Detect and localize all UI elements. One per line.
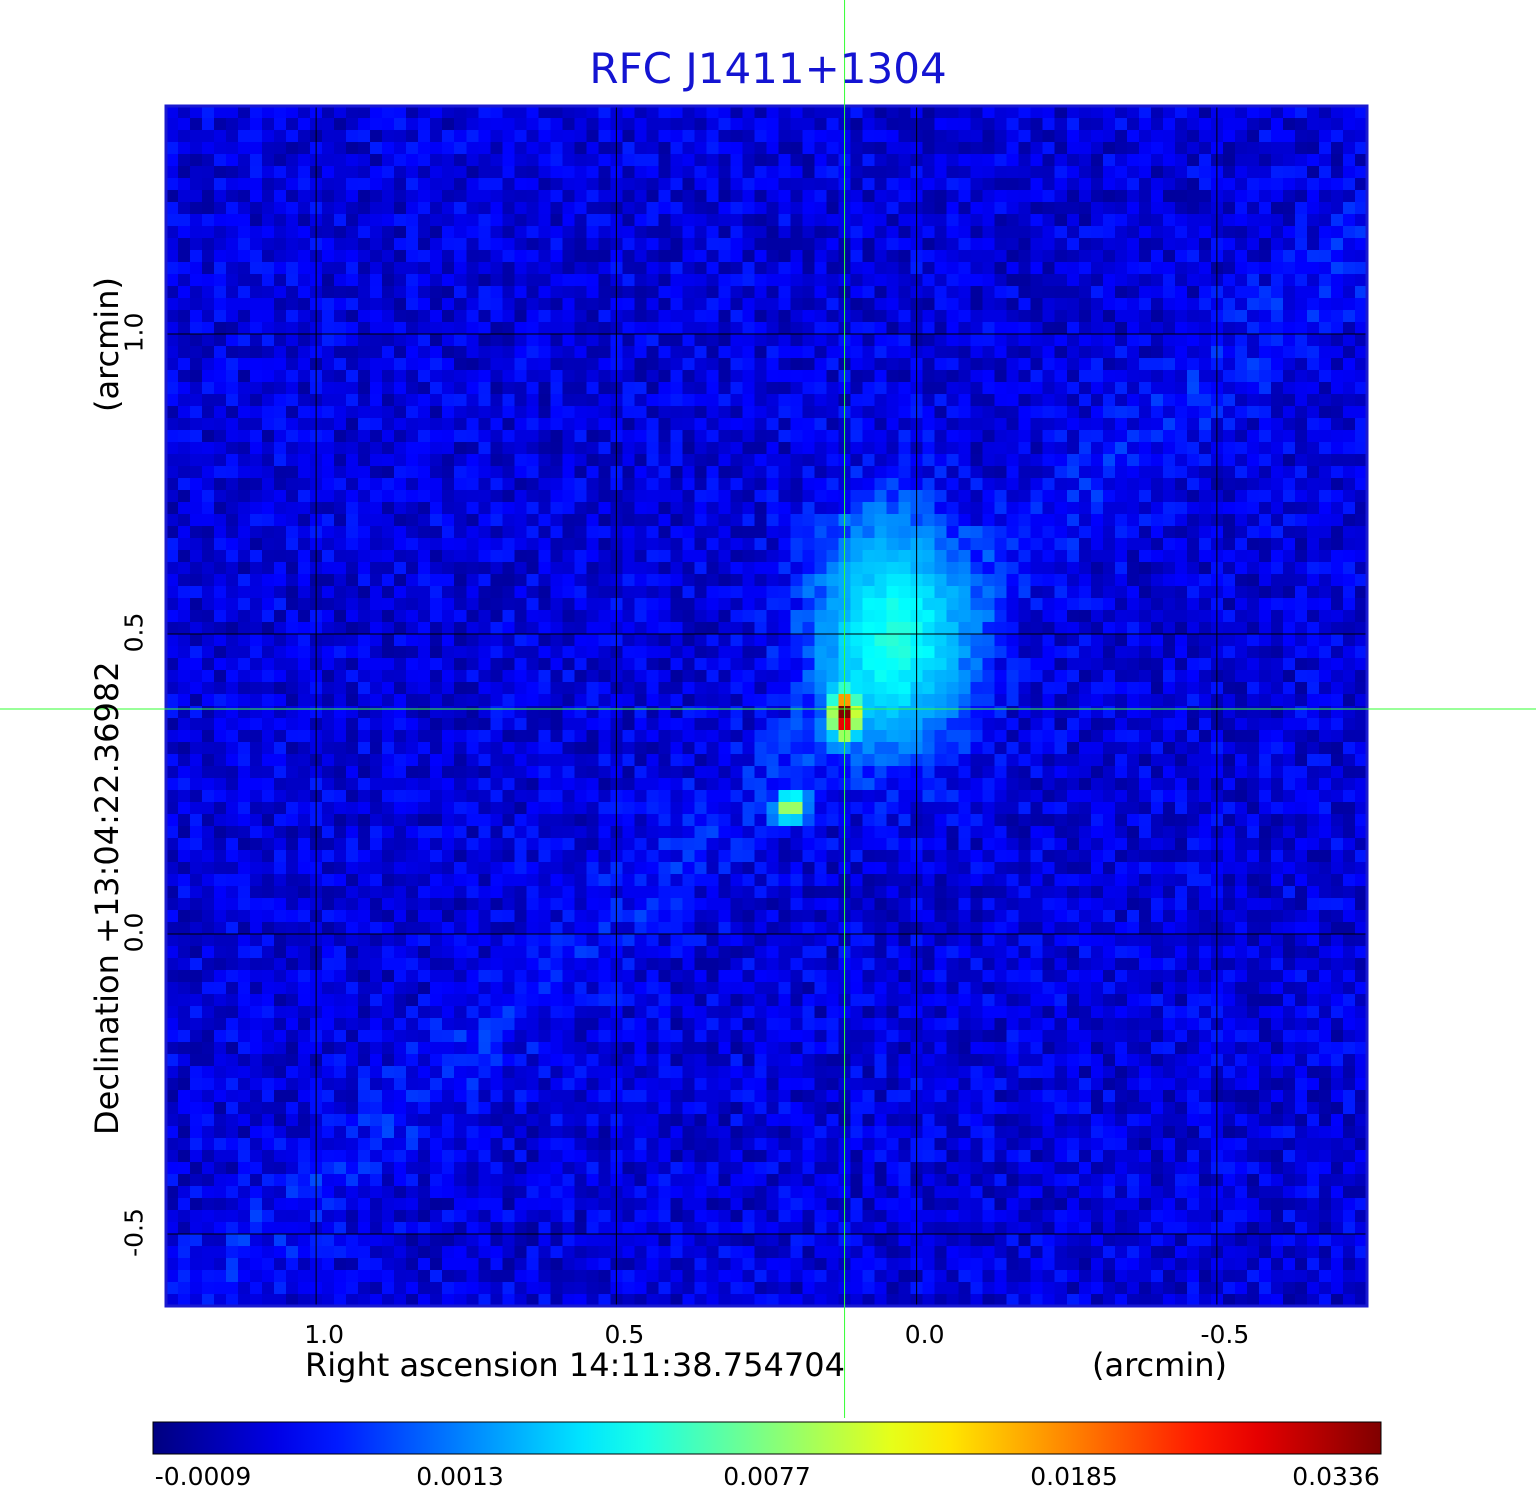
x-tick-label: -0.5	[1200, 1320, 1250, 1349]
x-tick-label: 0.0	[904, 1320, 945, 1349]
colorbar-tick-label: 0.0077	[723, 1462, 811, 1491]
y-tick-label: -0.5	[119, 1208, 149, 1257]
colorbar-tick-label: 0.0336	[1292, 1462, 1380, 1491]
x-axis-label: Right ascension 14:11:38.754704	[305, 1346, 845, 1384]
y-tick-label: 0.0	[119, 912, 149, 953]
colorbar-tick-label: -0.0009	[154, 1462, 252, 1491]
y-tick-label: 0.5	[119, 612, 149, 653]
colorbar	[152, 1421, 1382, 1455]
x-tick-label: 1.0	[304, 1320, 345, 1349]
heatmap-image	[166, 106, 1367, 1306]
y-axis-title: Declination +13:04:22.36982	[88, 661, 126, 1135]
colorbar-tick-label: 0.0185	[1030, 1462, 1118, 1491]
y-tick-label: 1.0	[119, 312, 149, 353]
colorbar-tick-label: 0.0013	[416, 1462, 504, 1491]
x-tick-label: 0.5	[604, 1320, 645, 1349]
y-axis-label: Declination +13:04:22.36982	[88, 661, 126, 1135]
plot-frame	[164, 104, 1369, 1308]
chart-title: RFC J1411+1304	[589, 44, 947, 93]
x-axis-unit: (arcmin)	[1092, 1346, 1227, 1384]
